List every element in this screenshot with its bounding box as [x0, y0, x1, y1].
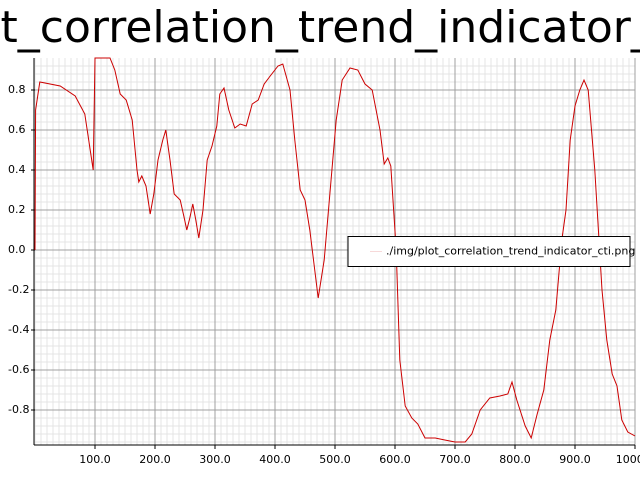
- x-tick-label: 600.0: [379, 453, 411, 466]
- y-tick-label: 0.8: [8, 83, 26, 96]
- x-tick-label: 900.0: [559, 453, 591, 466]
- y-tick-label: 0.4: [8, 163, 26, 176]
- y-tick-label: 0.0: [8, 243, 26, 256]
- x-tick-label: 200.0: [139, 453, 171, 466]
- y-tick-label: -0.6: [8, 363, 29, 376]
- y-tick-label: -0.8: [8, 403, 29, 416]
- x-tick-label: 700.0: [439, 453, 471, 466]
- y-tick-label: 0.6: [8, 123, 26, 136]
- y-tick-label: -0.2: [8, 283, 29, 296]
- y-tick-label: -0.4: [8, 323, 29, 336]
- y-tick-label: 0.2: [8, 203, 26, 216]
- data-line: [34, 57, 636, 443]
- chart-title: plot_correlation_trend_indicator_cti: [0, 2, 640, 53]
- x-tick-label: 300.0: [199, 453, 231, 466]
- x-tick-label: 1000.0: [616, 453, 640, 466]
- legend-label: ./img/plot_correlation_trend_indicator_c…: [386, 245, 635, 258]
- x-tick-label: 400.0: [259, 453, 291, 466]
- legend-box: [347, 236, 631, 267]
- x-tick-label: 800.0: [499, 453, 531, 466]
- x-tick-label: 100.0: [79, 453, 111, 466]
- x-tick-label: 500.0: [319, 453, 351, 466]
